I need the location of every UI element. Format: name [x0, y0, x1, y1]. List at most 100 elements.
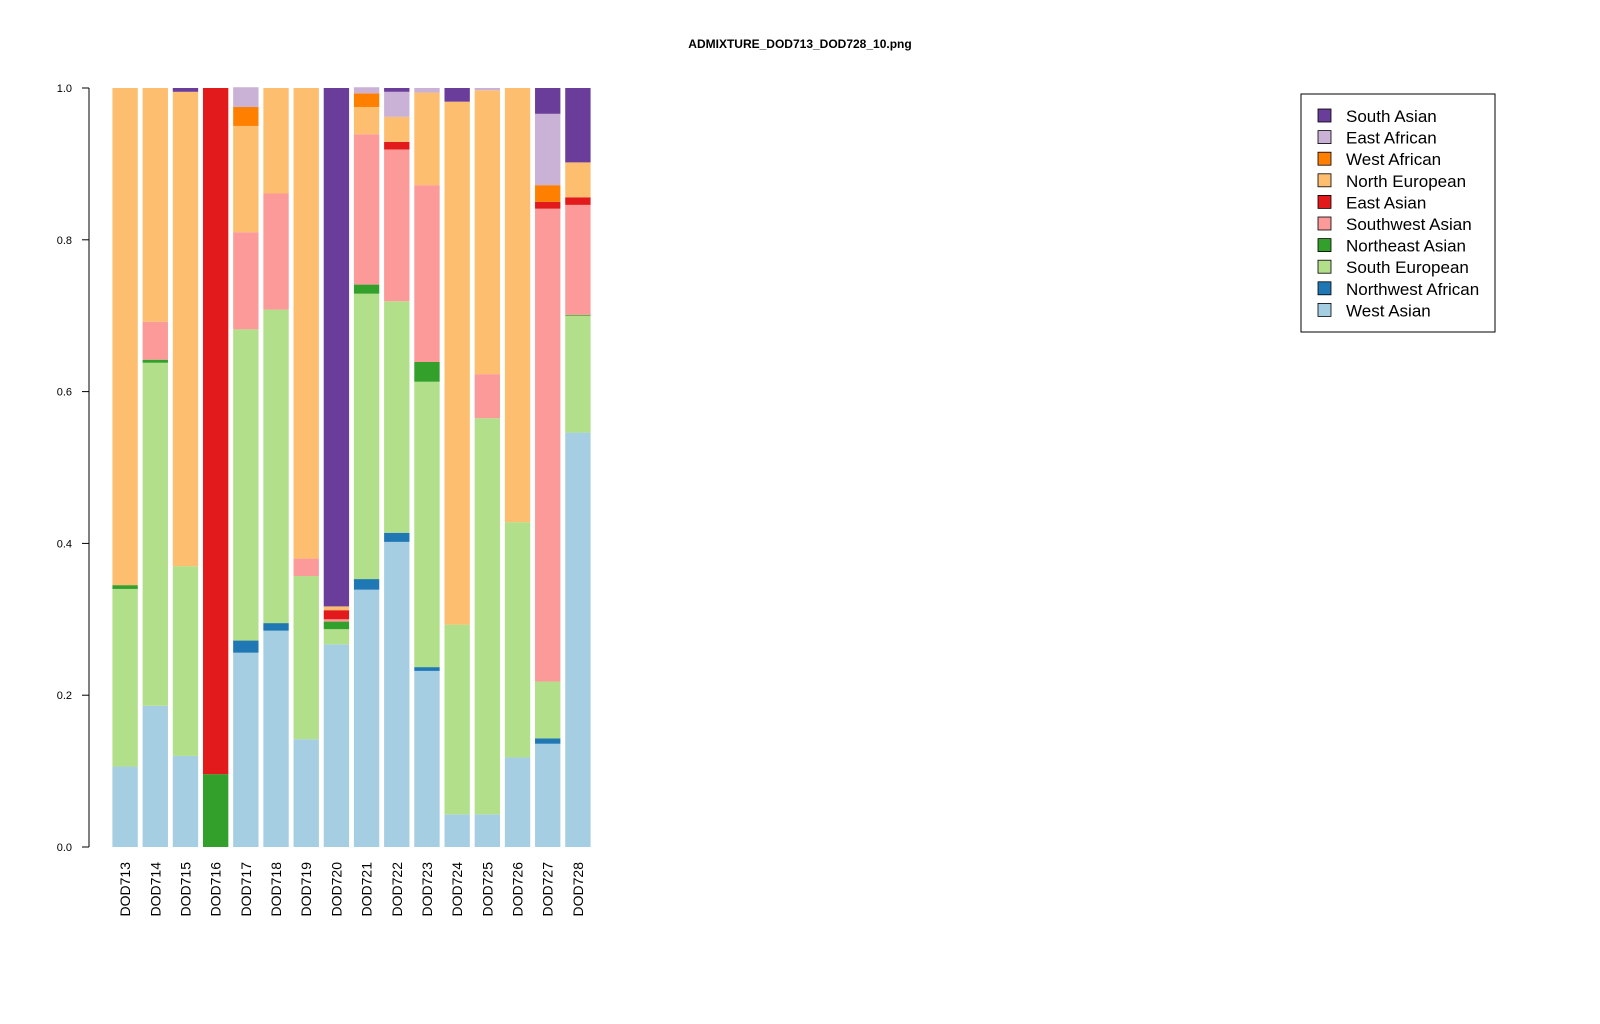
legend-swatch: [1317, 302, 1332, 317]
bar-segment-west-asian: [172, 755, 199, 847]
x-axis-labels: DOD713 DOD714 DOD715 DOD716 DOD717 DOD718 DOD7…: [117, 862, 586, 917]
bar-segment-east-african: [384, 91, 410, 117]
legend-label: South European: [1346, 258, 1469, 277]
bar-segment-southwest-asian: [384, 149, 410, 302]
bar-DOD717: [233, 87, 259, 847]
legend-swatch: [1317, 281, 1332, 296]
bar-segment-west-asian: [384, 541, 410, 847]
bar-segment-north-european: [414, 92, 440, 186]
bar-segment-north-european: [323, 606, 350, 611]
bar-DOD713: [112, 88, 138, 847]
bar-segment-west-asian: [293, 739, 319, 847]
bar-segment-west-asian: [233, 652, 259, 847]
bar-segment-south-european: [444, 624, 470, 815]
legend-label: East African: [1346, 129, 1437, 148]
bar-segment-west-asian: [504, 757, 531, 847]
y-tick-label: 0.8: [57, 235, 72, 247]
bar-segment-north-european: [233, 125, 259, 233]
bar-segment-northwest-african: [535, 738, 561, 744]
chart-title: ADMIXTURE_DOD713_DOD728_10.png: [688, 37, 911, 51]
bar-segment-north-european: [293, 88, 319, 559]
bar-segment-south-european: [293, 576, 319, 740]
legend-item: Southwest Asian: [1317, 215, 1472, 234]
bar-segment-east-asian: [323, 610, 350, 620]
y-tick-label: 0.2: [57, 690, 72, 702]
legend-item: South Asian: [1317, 107, 1437, 126]
bar-segment-southwest-asian: [565, 204, 591, 315]
bar-segment-north-european: [565, 162, 591, 198]
bar-DOD727: [535, 88, 561, 847]
bar-segment-east-asian: [384, 141, 410, 150]
bar-segment-northwest-african: [233, 640, 259, 653]
bar-segment-east-african: [474, 88, 501, 91]
bar-segment-northeast-asian: [112, 585, 138, 589]
bar-segment-south-european: [565, 315, 591, 433]
y-axis: 0.0 0.2 0.4 0.6 0.8 1.0: [57, 83, 90, 854]
y-tick-label: 0.6: [57, 387, 72, 399]
bar-segment-south-european: [142, 362, 168, 706]
legend-item: East African: [1317, 129, 1437, 148]
legend-swatch: [1317, 151, 1332, 166]
bar-segment-west-asian: [474, 814, 501, 847]
bar-segment-northeast-asian: [353, 284, 380, 294]
bar-segment-southwest-asian: [353, 134, 380, 285]
bar-segment-east-african: [414, 88, 440, 93]
x-tick-label: DOD723: [419, 862, 435, 917]
bar-segment-northwest-african: [414, 667, 440, 671]
bar-segment-north-european: [263, 88, 289, 194]
bar-DOD722: [384, 88, 410, 847]
bar-DOD728: [565, 88, 591, 847]
bar-segment-south-asian: [535, 88, 561, 114]
bar-segment-north-european: [444, 101, 470, 625]
bar-segment-east-asian: [535, 201, 561, 209]
bar-segment-south-european: [353, 293, 380, 580]
bar-segment-north-european: [142, 88, 168, 322]
x-tick-label: DOD726: [510, 862, 526, 917]
legend-item: Northeast Asian: [1317, 237, 1466, 256]
bar-segment-south-asian: [323, 88, 350, 607]
x-tick-label: DOD714: [147, 862, 163, 917]
bar-segment-west-asian: [353, 589, 380, 847]
legend-label: Northwest African: [1346, 280, 1479, 299]
bar-segment-north-european: [172, 91, 199, 567]
bar-DOD718: [263, 88, 289, 847]
bar-segment-south-asian: [384, 88, 410, 92]
bar-segment-south-european: [172, 566, 199, 756]
bar-segment-west-asian: [323, 644, 350, 847]
bar-segment-north-european: [504, 88, 531, 523]
bar-segment-south-asian: [444, 88, 470, 102]
legend-label: West Asian: [1346, 301, 1431, 320]
bar-segment-east-asian: [202, 88, 229, 775]
bar-segment-west-asian: [142, 705, 168, 847]
bar-segment-south-european: [504, 522, 531, 758]
bar-DOD726: [504, 88, 531, 847]
x-tick-label: DOD722: [389, 862, 405, 917]
x-tick-label: DOD725: [479, 862, 495, 917]
legend-item: Northwest African: [1317, 280, 1479, 299]
x-tick-label: DOD717: [238, 862, 254, 917]
bar-DOD714: [142, 88, 168, 847]
legend: South Asian East African West African North…: [1300, 93, 1496, 333]
legend-item: South European: [1317, 258, 1469, 277]
y-tick-label: 1.0: [57, 83, 72, 95]
bar-segment-south-asian: [172, 88, 199, 92]
bar-segment-west-asian: [565, 432, 591, 847]
bar-DOD723: [414, 88, 440, 847]
bar-segment-north-european: [112, 88, 138, 586]
x-tick-label: DOD728: [570, 862, 586, 917]
x-tick-label: DOD727: [540, 862, 556, 917]
bar-DOD721: [353, 87, 380, 847]
x-tick-label: DOD715: [177, 862, 193, 917]
legend-item: North European: [1317, 172, 1466, 191]
bar-segment-northeast-asian: [414, 361, 440, 382]
x-tick-label: DOD719: [298, 862, 314, 917]
y-tick-label: 0.4: [57, 538, 72, 550]
bar-segment-north-european: [353, 106, 380, 135]
bar-segment-west-african: [233, 106, 259, 126]
y-tick-label: 0.0: [57, 842, 72, 854]
bar-segment-northwest-african: [384, 532, 410, 542]
x-tick-label: DOD713: [117, 862, 133, 917]
legend-item: West Asian: [1317, 301, 1431, 320]
bar-segment-south-european: [112, 588, 138, 767]
